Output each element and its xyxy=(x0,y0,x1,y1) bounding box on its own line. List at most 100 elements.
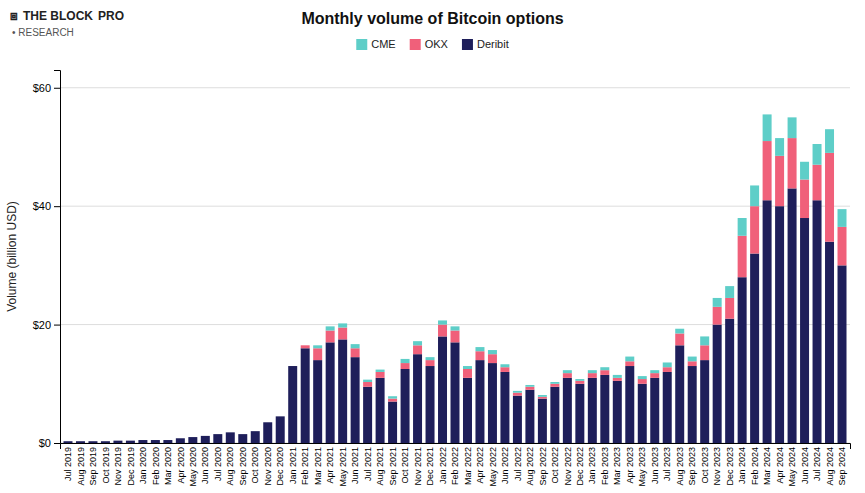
bar xyxy=(638,379,647,384)
bar xyxy=(213,434,222,443)
legend-item: Deribit xyxy=(462,38,509,50)
bar xyxy=(713,307,722,325)
bar xyxy=(563,370,572,373)
x-tick: Mar 2020 xyxy=(163,447,173,485)
x-tick: Mar 2023 xyxy=(612,447,622,485)
bar xyxy=(588,378,597,443)
y-tick-mark xyxy=(54,206,60,207)
x-tick: Aug 2024 xyxy=(825,447,835,486)
bar xyxy=(700,360,709,443)
x-tick: Sep 2023 xyxy=(687,447,697,486)
bar xyxy=(825,153,834,242)
bar xyxy=(126,441,135,443)
bar xyxy=(163,440,172,443)
bar xyxy=(675,345,684,443)
x-tick-label: Jun 2024 xyxy=(800,447,810,484)
bar xyxy=(838,209,847,227)
x-tick: Jul 2022 xyxy=(513,447,523,481)
bar xyxy=(438,325,447,337)
bar xyxy=(738,277,747,443)
bar xyxy=(76,441,85,443)
bar xyxy=(625,361,634,366)
x-tick-label: Aug 2020 xyxy=(225,447,235,486)
bar xyxy=(613,381,622,443)
x-tick: Nov 2020 xyxy=(263,447,273,486)
title: Monthly volume of Bitcoin options xyxy=(301,10,563,27)
x-tick: Sep 2022 xyxy=(538,447,548,486)
legend-item: CME xyxy=(356,38,395,50)
x-tick: Jan 2022 xyxy=(438,447,448,484)
y-tick-label: $40 xyxy=(33,200,51,212)
y-tick-mark xyxy=(54,443,60,444)
bar xyxy=(376,370,385,372)
bar xyxy=(800,162,809,180)
x-tick-label: Aug 2019 xyxy=(76,447,86,486)
bar xyxy=(226,432,235,433)
x-tick: Aug 2020 xyxy=(225,447,235,486)
bar xyxy=(313,348,322,360)
bar xyxy=(263,422,272,443)
bar xyxy=(650,370,659,373)
bar xyxy=(638,376,647,379)
bar xyxy=(351,357,360,443)
bar xyxy=(513,396,522,443)
x-tick: Aug 2023 xyxy=(675,447,685,486)
legend-swatch xyxy=(410,39,421,50)
y-tick-mark xyxy=(54,88,60,89)
x-tick-label: Jul 2024 xyxy=(812,447,822,481)
x-tick-label: May 2021 xyxy=(338,447,348,487)
bar xyxy=(326,342,335,443)
x-tick-label: Jul 2023 xyxy=(662,447,672,481)
bar xyxy=(113,440,122,441)
x-tick: Nov 2021 xyxy=(413,447,423,486)
bar xyxy=(550,387,559,443)
bar xyxy=(101,441,110,443)
x-tick-label: Jul 2019 xyxy=(63,447,73,481)
x-tick-label: Feb 2023 xyxy=(600,447,610,485)
x-tick-label: Sep 2022 xyxy=(538,447,548,486)
x-tick-label: May 2023 xyxy=(637,447,647,487)
bar xyxy=(163,440,172,441)
x-tick: Oct 2020 xyxy=(250,447,260,484)
bar xyxy=(763,141,772,200)
bar xyxy=(613,378,622,381)
bar xyxy=(675,333,684,345)
bar xyxy=(525,390,534,443)
y-tick: $40 xyxy=(33,200,60,212)
bar xyxy=(475,360,484,443)
x-tick-label: Oct 2021 xyxy=(400,447,410,484)
x-tick: Jun 2023 xyxy=(650,447,660,484)
x-tick-label: Apr 2020 xyxy=(175,447,185,484)
bar xyxy=(138,440,147,441)
bar xyxy=(463,369,472,378)
x-tick: Jul 2020 xyxy=(213,447,223,481)
x-tick: Feb 2024 xyxy=(750,447,760,485)
bar xyxy=(488,354,497,363)
x-tick-label: May 2024 xyxy=(787,447,797,487)
bar xyxy=(338,323,347,327)
bar xyxy=(76,441,85,442)
legend-item: OKX xyxy=(410,38,449,50)
y-axis-title: Volume (billion USD) xyxy=(5,201,19,312)
bar xyxy=(276,416,285,417)
x-tick-label: Mar 2020 xyxy=(163,447,173,485)
plot: $0$20$40$60Jul 2019Aug 2019Sep 2019Oct 2… xyxy=(33,71,851,487)
x-tick-label: Jan 2022 xyxy=(438,447,448,484)
x-tick-label: Jan 2023 xyxy=(587,447,597,484)
x-tick-label: Jan 2020 xyxy=(138,447,148,484)
bar xyxy=(201,436,210,443)
bar xyxy=(588,373,597,378)
bar xyxy=(401,363,410,369)
bar xyxy=(151,440,160,441)
bar xyxy=(401,369,410,443)
bar xyxy=(251,431,260,432)
bar xyxy=(63,441,72,443)
x-tick-label: Nov 2023 xyxy=(712,447,722,486)
bar xyxy=(151,440,160,441)
bar xyxy=(825,242,834,443)
bar xyxy=(650,378,659,443)
x-tick: Sep 2024 xyxy=(837,447,847,486)
annotation: PRO xyxy=(98,9,124,23)
bar xyxy=(88,441,97,443)
x-tick: Jul 2019 xyxy=(63,447,73,481)
